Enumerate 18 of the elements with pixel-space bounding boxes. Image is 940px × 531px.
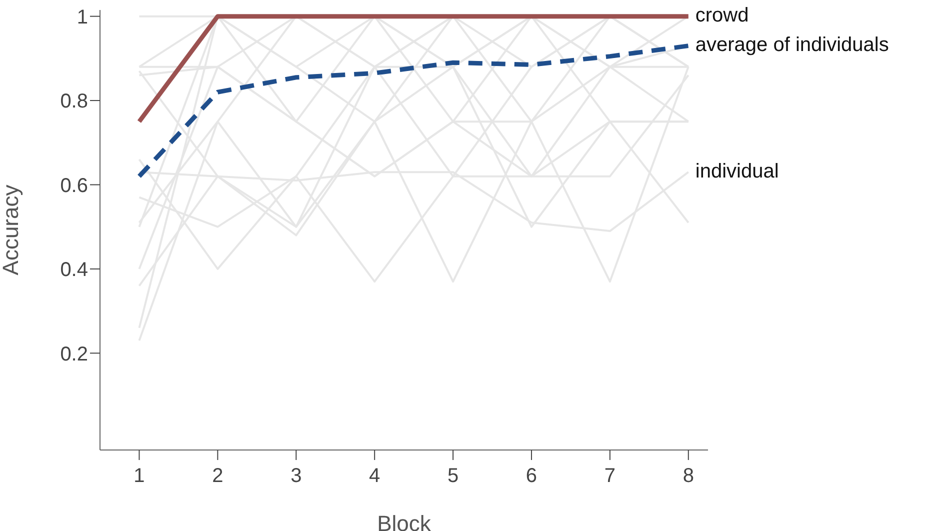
- y-tick-label: 0.8: [60, 90, 88, 113]
- y-tick-label: 1: [76, 6, 88, 28]
- x-tick-label: 6: [526, 465, 538, 488]
- x-tick-label: 5: [447, 465, 459, 488]
- series-label: average of individuals: [695, 34, 889, 56]
- y-axis-title: Accuracy: [0, 184, 23, 276]
- x-tick-label: 4: [369, 465, 380, 488]
- series-label: individual: [695, 160, 779, 182]
- y-tick-label: 0.2: [60, 343, 88, 366]
- x-axis-title: Block: [377, 511, 432, 531]
- series-label: crowd: [695, 4, 749, 27]
- x-tick-label: 3: [290, 465, 302, 488]
- x-tick-label: 1: [134, 465, 145, 488]
- y-tick-label: 0.4: [60, 259, 88, 282]
- x-tick-label: 8: [682, 465, 694, 488]
- x-tick-label: 2: [212, 465, 224, 488]
- x-tick-label: 7: [604, 465, 616, 488]
- y-tick-label: 0.6: [60, 174, 88, 197]
